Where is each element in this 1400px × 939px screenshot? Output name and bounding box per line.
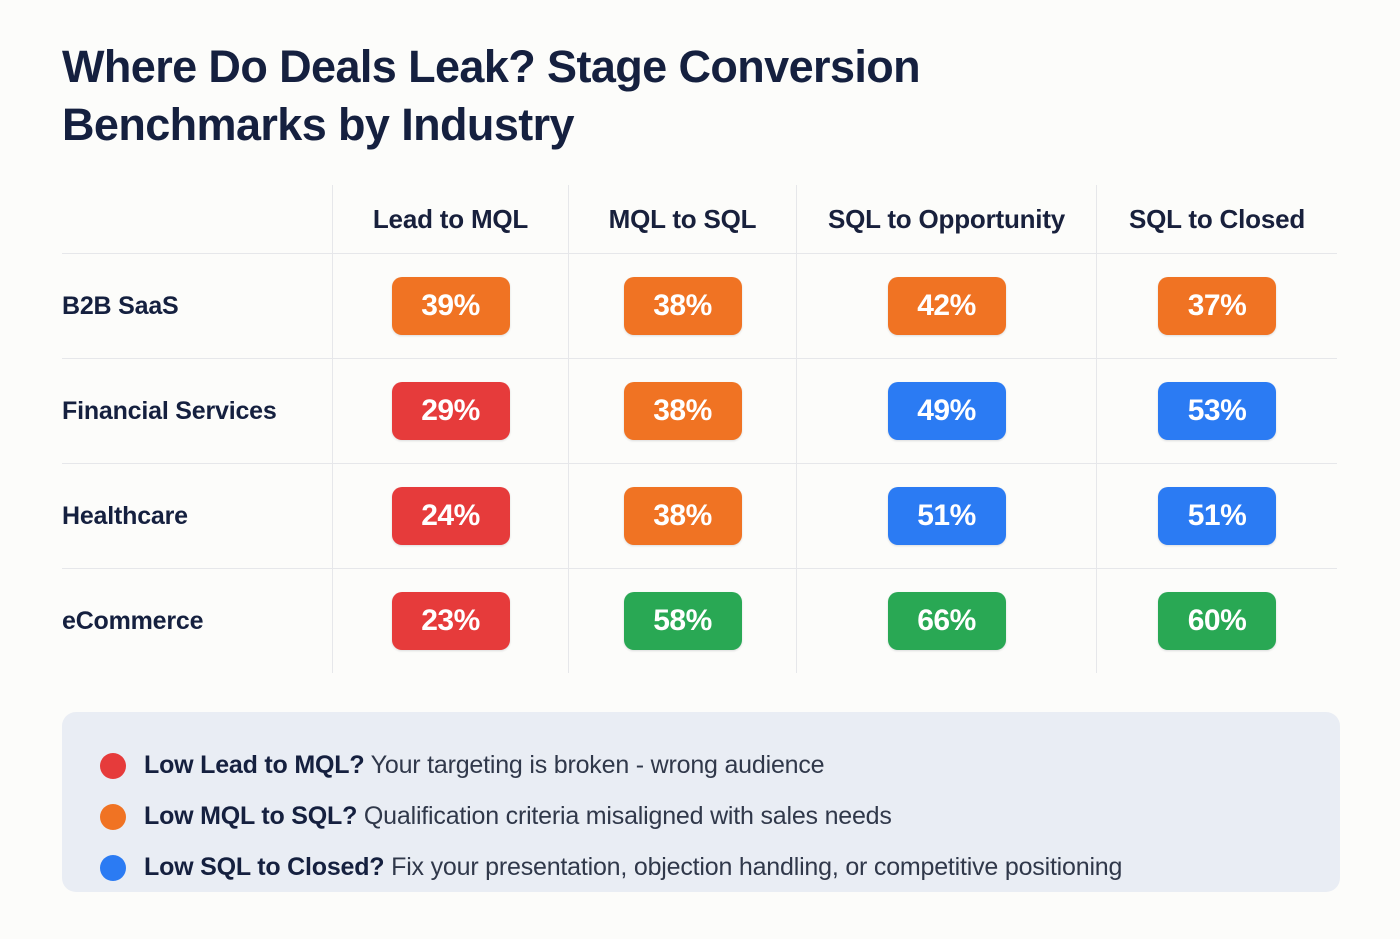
cell-healthcare-sql-to-closed: 51% (1096, 464, 1337, 568)
value-badge: 38% (623, 487, 742, 545)
value-badge: 51% (1158, 487, 1276, 545)
legend-label-rest: Fix your presentation, objection handlin… (384, 853, 1123, 881)
legend-dot-red-icon (100, 752, 126, 779)
value-badge: 51% (887, 487, 1006, 545)
legend-dot-blue-icon (100, 854, 126, 881)
row-label-financial-services: Financial Services (62, 396, 277, 425)
table-corner-cell (62, 185, 332, 253)
value-badge: 24% (391, 487, 510, 545)
cell-financial-services-mql-to-sql: 38% (568, 359, 796, 463)
cell-healthcare-lead-to-mql: 24% (332, 464, 568, 568)
value-badge: 58% (623, 592, 742, 650)
cell-ecommerce-sql-to-closed: 60% (1096, 569, 1337, 673)
value-badge: 23% (391, 592, 510, 650)
legend-label: Low MQL to SQL? Qualification criteria m… (144, 802, 892, 831)
legend-label-rest: Qualification criteria misaligned with s… (357, 802, 892, 830)
legend-label-bold: Low Lead to MQL? (144, 751, 365, 779)
legend-item-low-mql-to-sql: Low MQL to SQL? Qualification criteria m… (100, 791, 1340, 842)
cell-financial-services-sql-to-opportunity: 49% (796, 359, 1096, 463)
cell-b2b-saas-sql-to-closed: 37% (1096, 254, 1337, 358)
legend-label-bold: Low SQL to Closed? (144, 853, 385, 881)
legend-label-bold: Low MQL to SQL? (144, 802, 358, 830)
column-header-lead-to-mql: Lead to MQL (332, 185, 568, 253)
row-label-ecommerce: eCommerce (62, 606, 204, 635)
cell-ecommerce-sql-to-opportunity: 66% (796, 569, 1096, 673)
legend-label: Low Lead to MQL? Your targeting is broke… (144, 751, 825, 780)
cell-healthcare-mql-to-sql: 38% (568, 464, 796, 568)
table-row: eCommerce 23% 58% 66% 60% (62, 569, 1337, 673)
legend-label: Low SQL to Closed? Fix your presentation… (144, 853, 1122, 882)
page-title: Where Do Deals Leak? Stage Conversion Be… (62, 41, 921, 150)
cell-b2b-saas-lead-to-mql: 39% (332, 254, 568, 358)
legend-item-low-lead-to-mql: Low Lead to MQL? Your targeting is broke… (100, 740, 1340, 791)
legend-dot-orange-icon (100, 803, 126, 830)
row-label-b2b-saas: B2B SaaS (62, 291, 179, 320)
legend-item-low-sql-to-closed: Low SQL to Closed? Fix your presentation… (100, 842, 1340, 893)
value-badge: 53% (1158, 382, 1276, 440)
legend-panel: Low Lead to MQL? Your targeting is broke… (62, 712, 1340, 892)
column-header-mql-to-sql: MQL to SQL (568, 185, 796, 253)
cell-healthcare-sql-to-opportunity: 51% (796, 464, 1096, 568)
value-badge: 37% (1158, 277, 1276, 335)
value-badge: 29% (391, 382, 510, 440)
value-badge: 38% (623, 277, 742, 335)
value-badge: 66% (887, 592, 1006, 650)
table-row: Financial Services 29% 38% 49% 53% (62, 359, 1337, 464)
table-body: B2B SaaS 39% 38% 42% 37% Financial Servi… (62, 254, 1337, 673)
row-label-healthcare: Healthcare (62, 501, 188, 530)
value-badge: 49% (887, 382, 1006, 440)
column-header-sql-to-opportunity: SQL to Opportunity (796, 185, 1096, 253)
table-header-row: Lead to MQL MQL to SQL SQL to Opportunit… (62, 185, 1337, 254)
value-badge: 38% (623, 382, 742, 440)
cell-ecommerce-lead-to-mql: 23% (332, 569, 568, 673)
value-badge: 39% (391, 277, 510, 335)
cell-financial-services-lead-to-mql: 29% (332, 359, 568, 463)
benchmark-table: Lead to MQL MQL to SQL SQL to Opportunit… (62, 185, 1337, 673)
table-row: B2B SaaS 39% 38% 42% 37% (62, 254, 1337, 359)
cell-financial-services-sql-to-closed: 53% (1096, 359, 1337, 463)
value-badge: 42% (887, 277, 1006, 335)
cell-b2b-saas-sql-to-opportunity: 42% (796, 254, 1096, 358)
cell-ecommerce-mql-to-sql: 58% (568, 569, 796, 673)
value-badge: 60% (1158, 592, 1276, 650)
column-header-sql-to-closed: SQL to Closed (1096, 185, 1337, 253)
table-row: Healthcare 24% 38% 51% 51% (62, 464, 1337, 569)
legend-label-rest: Your targeting is broken - wrong audienc… (364, 751, 825, 779)
cell-b2b-saas-mql-to-sql: 38% (568, 254, 796, 358)
